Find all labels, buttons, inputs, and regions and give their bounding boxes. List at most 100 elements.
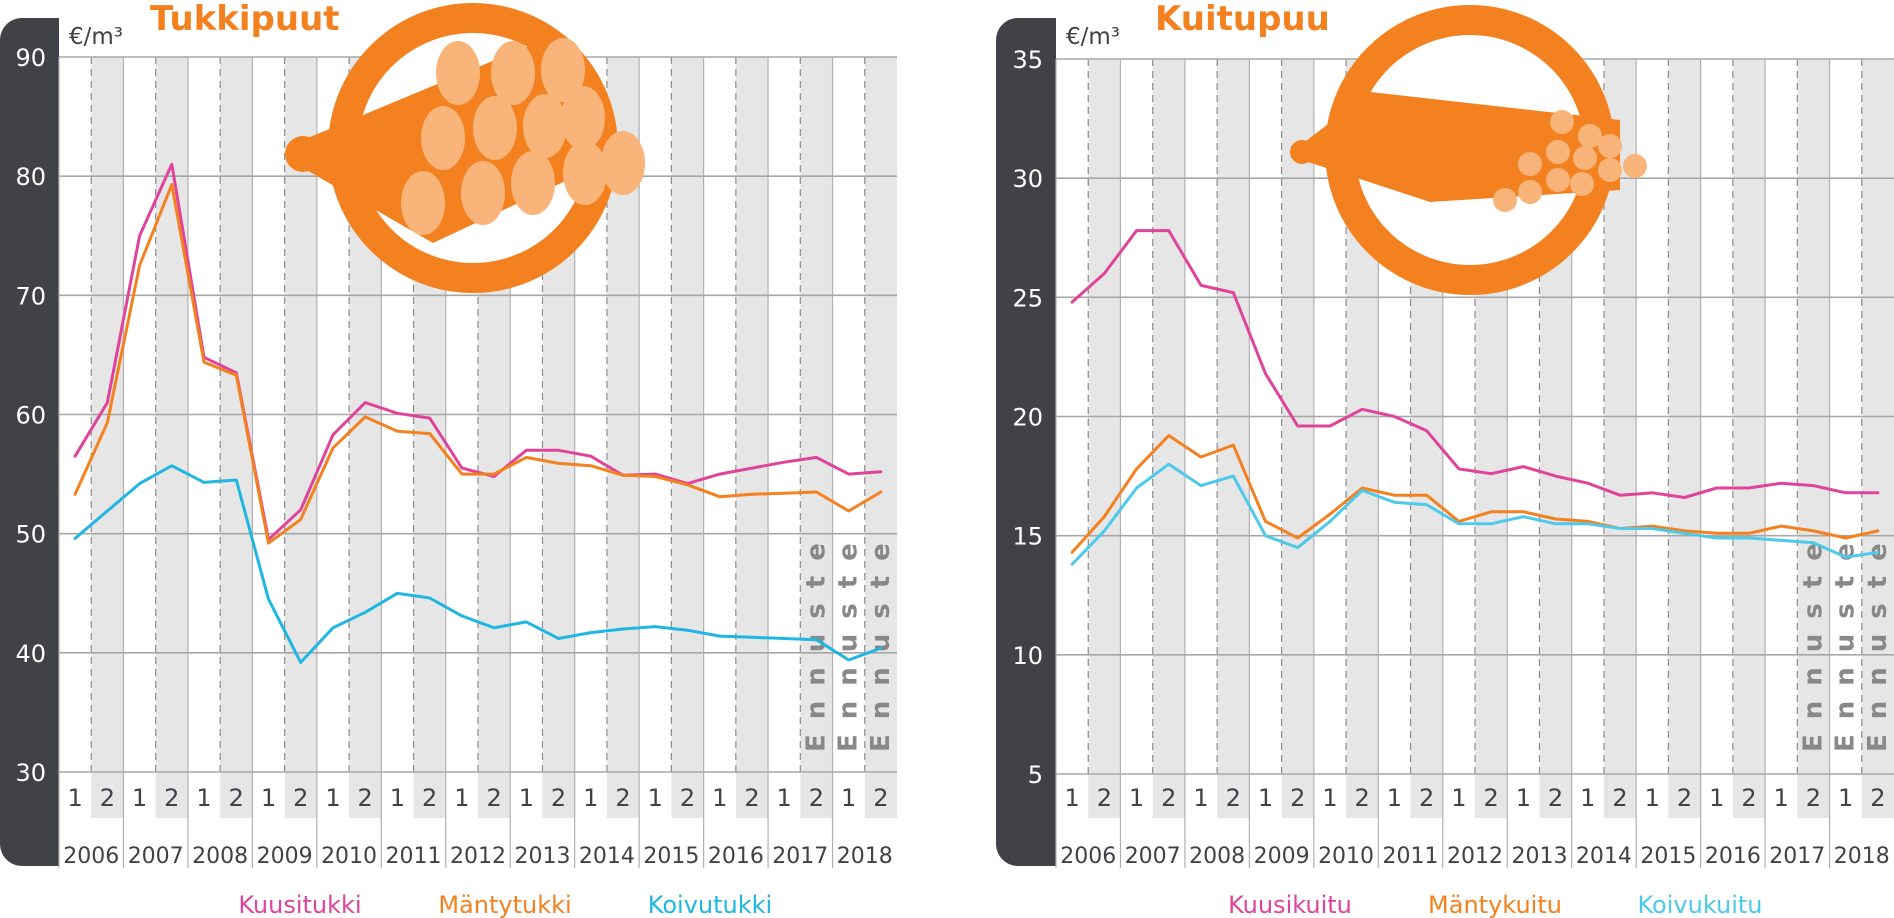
- half-year-label: 2: [1226, 784, 1241, 812]
- log-end-disc: [1573, 146, 1597, 170]
- half-year-label: 2: [1290, 784, 1305, 812]
- legend-entry: Koivukuitu: [1638, 891, 1763, 918]
- y-axis-unit: €/m³: [1066, 24, 1120, 50]
- log-end-disc: [1493, 188, 1517, 212]
- forecast-label: Ennuste: [1863, 528, 1893, 752]
- column-shade: [91, 57, 124, 818]
- log-end-disc: [436, 41, 480, 105]
- log-bundle-icon: [1290, 5, 1647, 295]
- log-end-disc: [511, 151, 555, 215]
- log-end-disc: [1598, 158, 1622, 182]
- log-end-disc: [1550, 110, 1574, 134]
- column-shade: [284, 57, 317, 818]
- y-tick-label: 70: [15, 282, 46, 310]
- column-shade: [1088, 59, 1121, 818]
- half-year-label: 2: [1097, 784, 1112, 812]
- log-end-disc: [1546, 140, 1570, 164]
- half-year-label: 2: [422, 784, 437, 812]
- column-shade: [1797, 59, 1830, 818]
- year-label: 2017: [772, 844, 828, 869]
- half-year-label: 2: [1483, 784, 1498, 812]
- chart-title: Tukkipuut: [150, 0, 340, 39]
- column-shade: [1732, 59, 1766, 818]
- legend-entry: Kuusikuitu: [1228, 891, 1352, 918]
- half-year-label: 1: [1064, 784, 1079, 812]
- half-year-label: 2: [1612, 784, 1627, 812]
- half-year-label: 1: [1838, 784, 1853, 812]
- chart-title: Kuitupuu: [1155, 0, 1330, 39]
- half-year-label: 2: [1548, 784, 1563, 812]
- series-line-mäntytukki: [73, 183, 883, 545]
- log-end-disc: [1578, 124, 1602, 148]
- half-year-label: 1: [519, 784, 534, 812]
- y-tick-label: 90: [15, 44, 46, 72]
- year-label: 2011: [386, 844, 442, 869]
- column-shade: [1217, 59, 1250, 818]
- y-tick-label: 50: [15, 521, 46, 549]
- legend-entry: Mäntytukki: [438, 891, 571, 918]
- half-year-label: 1: [1516, 784, 1531, 812]
- log-end-disc: [1570, 172, 1594, 196]
- series-line-mäntykuitu: [1070, 434, 1880, 554]
- y-axis-panel-edge: [1036, 18, 1056, 866]
- half-year-label: 2: [615, 784, 630, 812]
- y-tick-label: 35: [1012, 46, 1043, 74]
- forecast-label: Ennuste: [866, 528, 896, 752]
- year-label: 2010: [1318, 844, 1374, 869]
- year-label: 2018: [1834, 844, 1890, 869]
- log-end-disc: [1518, 152, 1542, 176]
- y-tick-label: 20: [1012, 404, 1043, 432]
- year-label: 2008: [1189, 844, 1245, 869]
- year-label: 2012: [450, 844, 506, 869]
- year-label: 2018: [837, 844, 893, 869]
- y-tick-label: 5: [1028, 761, 1043, 789]
- column-shade: [1668, 59, 1701, 818]
- half-year-label: 2: [809, 784, 824, 812]
- legend-entry: Kuusitukki: [238, 891, 361, 918]
- year-label: 2007: [1125, 844, 1181, 869]
- log-end: [285, 136, 321, 172]
- half-year-label: 2: [229, 784, 244, 812]
- log-end-disc: [541, 38, 585, 102]
- half-year-label: 1: [1193, 784, 1208, 812]
- year-label: 2014: [579, 844, 635, 869]
- legend-entry: Koivutukki: [648, 891, 772, 918]
- half-year-label: 1: [1451, 784, 1466, 812]
- log-end: [1290, 140, 1314, 164]
- half-year-label: 1: [390, 784, 405, 812]
- half-year-label: 2: [744, 784, 759, 812]
- half-year-label: 1: [1258, 784, 1273, 812]
- year-label: 2013: [514, 844, 570, 869]
- year-label: 2012: [1447, 844, 1503, 869]
- forecast-label: Ennuste: [1831, 528, 1861, 752]
- year-label: 2007: [128, 844, 184, 869]
- year-label: 2016: [708, 844, 764, 869]
- log-bundle-icon: [285, 3, 645, 293]
- half-year-label: 2: [873, 784, 888, 812]
- half-year-label: 1: [1580, 784, 1595, 812]
- forecast-label: Ennuste: [834, 528, 864, 752]
- log-end-disc: [1623, 154, 1647, 178]
- log-end-disc: [523, 94, 567, 158]
- log-end-disc: [473, 96, 517, 160]
- year-label: 2017: [1769, 844, 1825, 869]
- column-shade: [864, 57, 897, 818]
- log-end-disc: [563, 141, 607, 205]
- half-year-label: 1: [1387, 784, 1402, 812]
- half-year-label: 1: [454, 784, 469, 812]
- half-year-label: 2: [100, 784, 115, 812]
- half-year-label: 2: [486, 784, 501, 812]
- log-end-disc: [1546, 168, 1570, 192]
- year-label: 2013: [1511, 844, 1567, 869]
- half-year-label: 1: [261, 784, 276, 812]
- log-body: [1302, 92, 1620, 202]
- half-year-label: 2: [1355, 784, 1370, 812]
- series-line-kuusikuitu: [1070, 229, 1880, 499]
- column-shade: [1152, 59, 1185, 818]
- year-label: 2010: [321, 844, 377, 869]
- y-tick-label: 25: [1012, 284, 1043, 312]
- half-year-label: 1: [841, 784, 856, 812]
- half-year-label: 1: [325, 784, 340, 812]
